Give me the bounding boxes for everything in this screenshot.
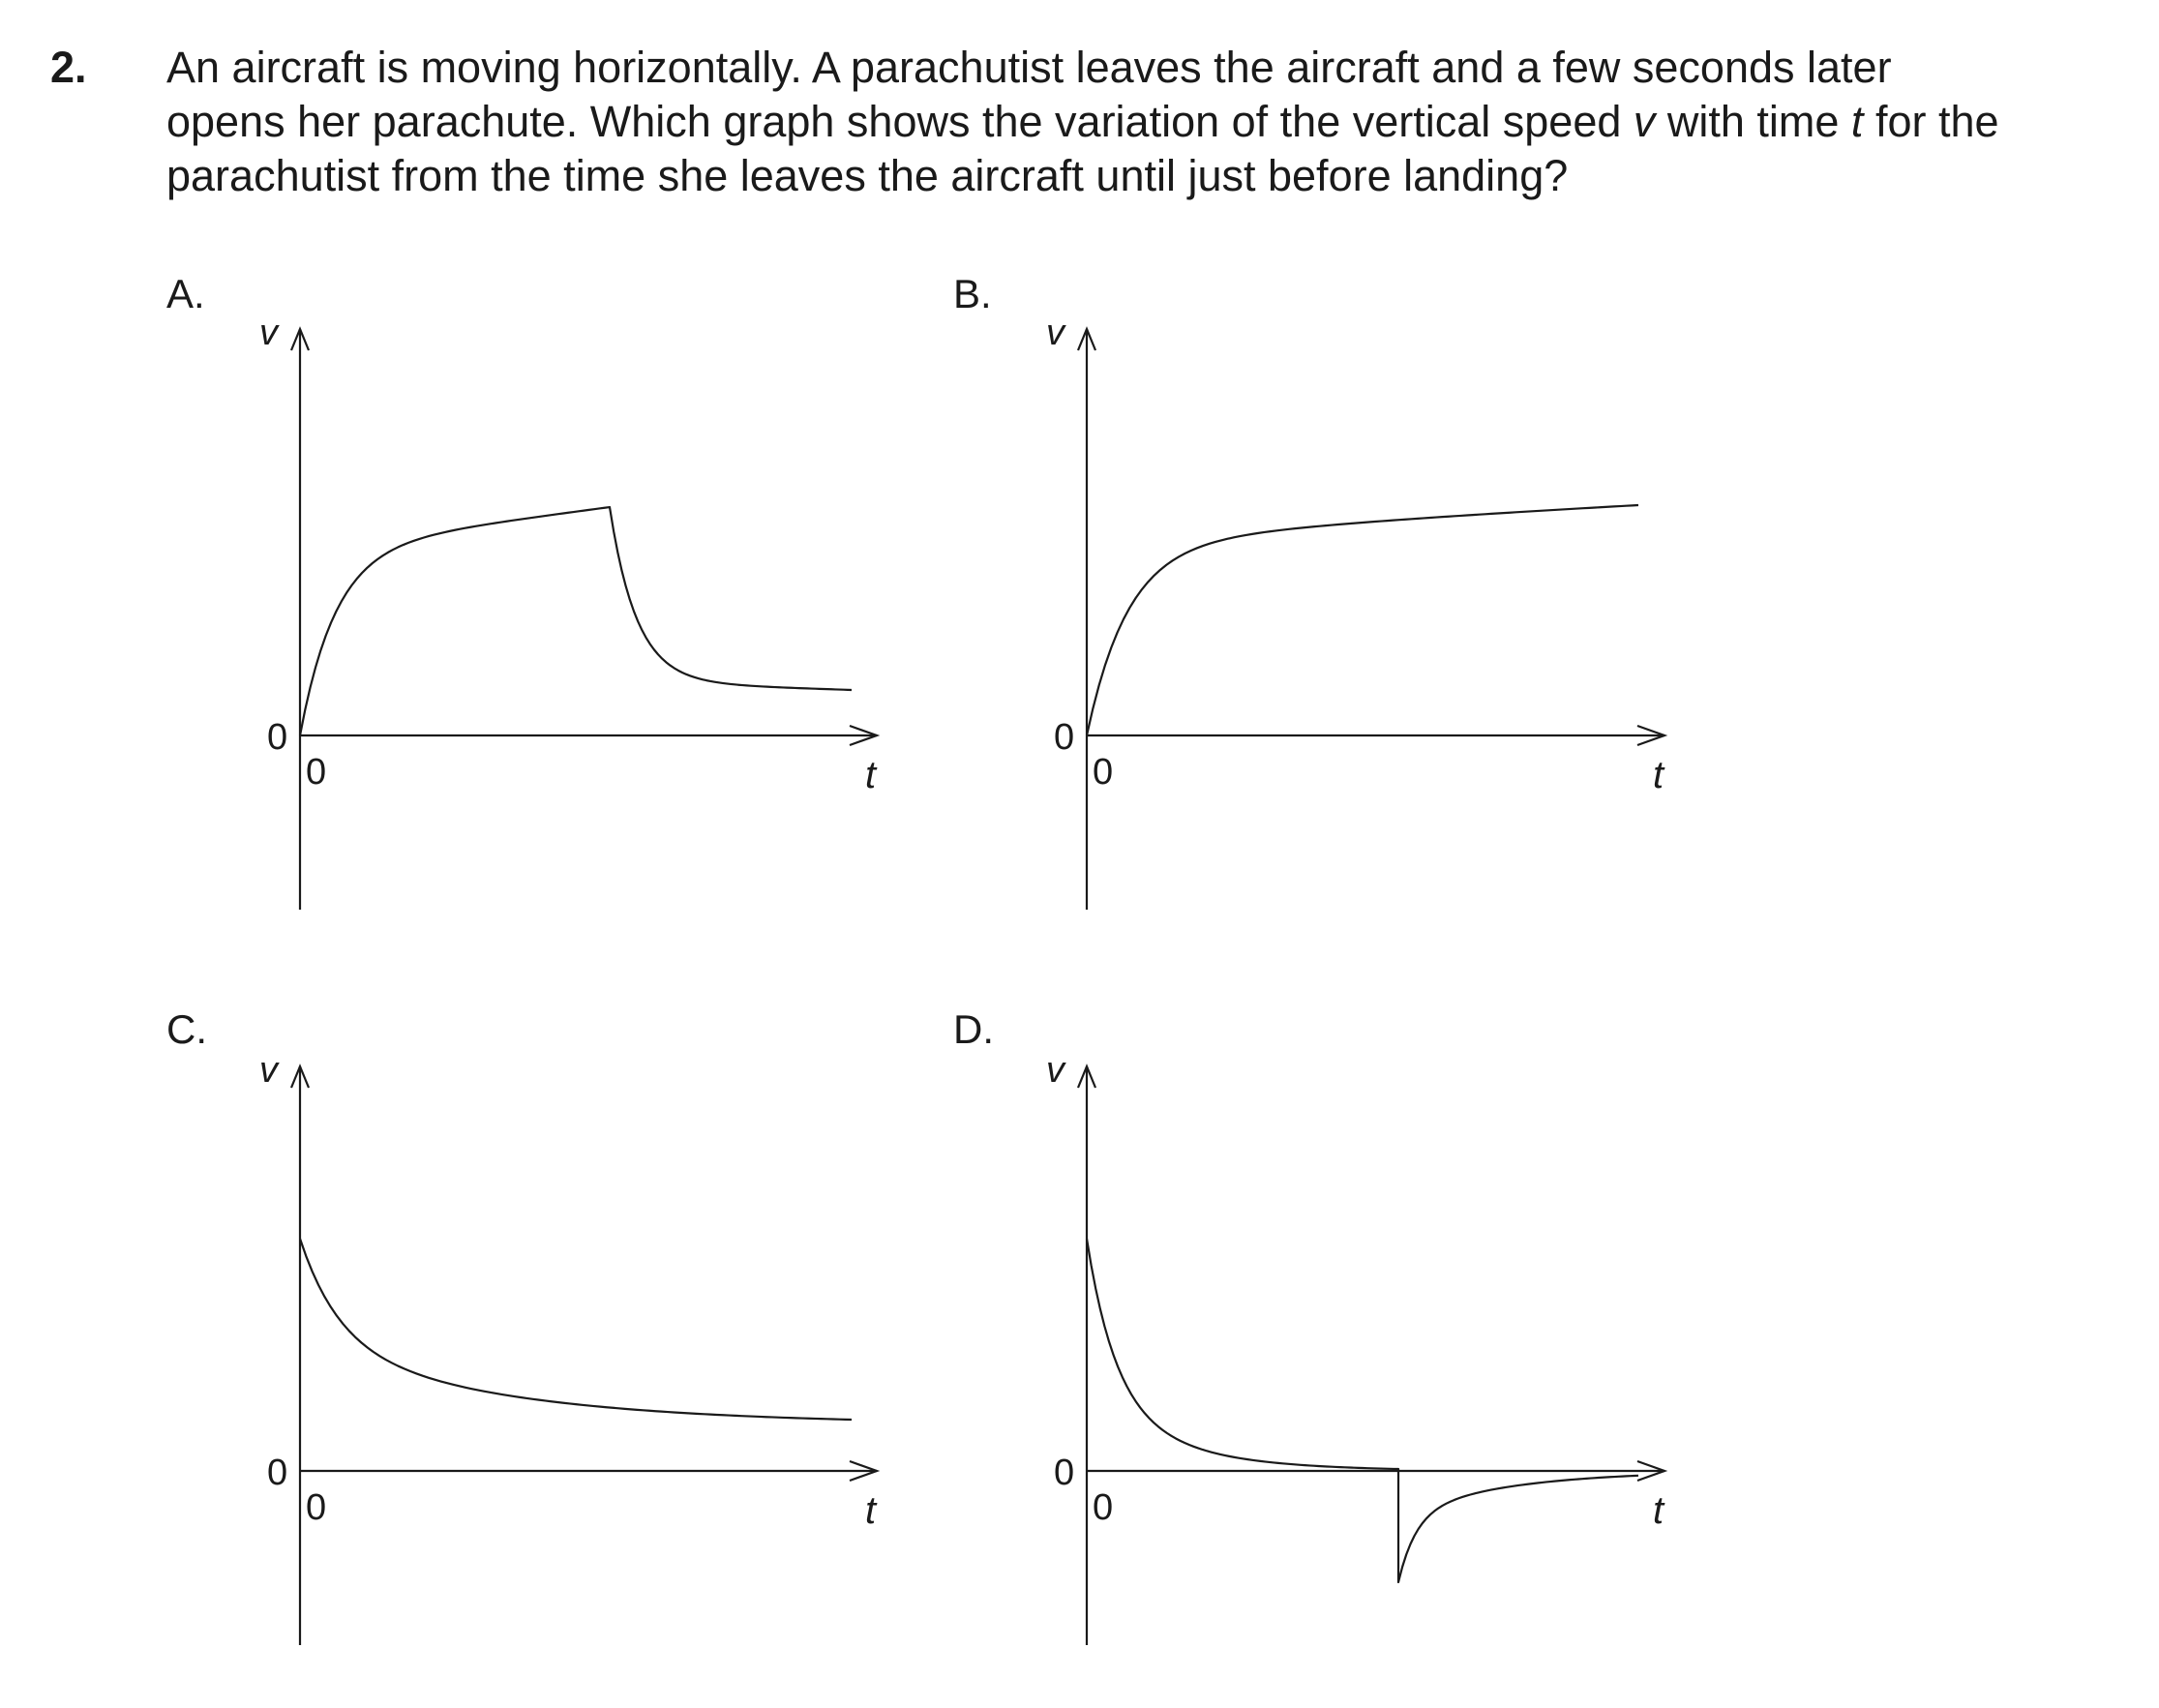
option-label: B. xyxy=(953,271,992,316)
option-label: A. xyxy=(166,271,205,316)
option-label: C. xyxy=(166,1006,207,1052)
graph-option-c: C. v t 00 xyxy=(166,1006,881,1645)
x-axis-label: t xyxy=(865,754,878,796)
x-axis-arrow xyxy=(849,1459,881,1483)
y-axis-arrow xyxy=(289,326,311,351)
question-line: parachutist from the time she leaves the… xyxy=(166,151,1569,200)
x-origin-label: 0 xyxy=(306,1487,326,1528)
option-label: D. xyxy=(953,1006,994,1052)
x-origin-label: 0 xyxy=(306,752,326,793)
y-origin-label: 0 xyxy=(1054,717,1074,758)
y-axis-arrow xyxy=(1076,1064,1097,1089)
y-axis-label: v xyxy=(1046,1050,1066,1091)
x-axis-arrow xyxy=(849,724,881,747)
x-origin-label: 0 xyxy=(1093,1487,1113,1528)
y-axis-label: v xyxy=(1046,313,1066,353)
y-origin-label: 0 xyxy=(267,717,287,758)
x-axis-label: t xyxy=(1653,1489,1665,1532)
graph-option-a: A. v t 00 xyxy=(166,271,881,910)
graph-option-b: B. v t 00 xyxy=(953,271,1668,910)
speed-curve xyxy=(298,505,853,736)
y-origin-label: 0 xyxy=(1054,1453,1074,1493)
y-axis-arrow xyxy=(1076,326,1097,351)
question-text: An aircraft is moving horizontally. A pa… xyxy=(166,41,2102,203)
y-axis-label: v xyxy=(259,1050,280,1091)
x-axis-label: t xyxy=(1653,754,1665,796)
x-axis-arrow xyxy=(1636,1459,1668,1483)
speed-curve xyxy=(1085,503,1639,736)
question-line: opens her parachute. Which graph shows t… xyxy=(166,97,1999,146)
question-number: 2. xyxy=(50,43,87,92)
x-axis-arrow xyxy=(1636,724,1668,747)
y-axis-arrow xyxy=(289,1064,311,1089)
question-line: An aircraft is moving horizontally. A pa… xyxy=(166,43,1892,92)
speed-curve xyxy=(1085,1238,1639,1584)
x-axis-label: t xyxy=(865,1489,878,1532)
speed-curve xyxy=(298,1238,853,1422)
x-origin-label: 0 xyxy=(1093,752,1113,793)
y-origin-label: 0 xyxy=(267,1453,287,1493)
y-axis-label: v xyxy=(259,313,280,353)
graph-option-d: D. v t 00 xyxy=(953,1006,1668,1645)
